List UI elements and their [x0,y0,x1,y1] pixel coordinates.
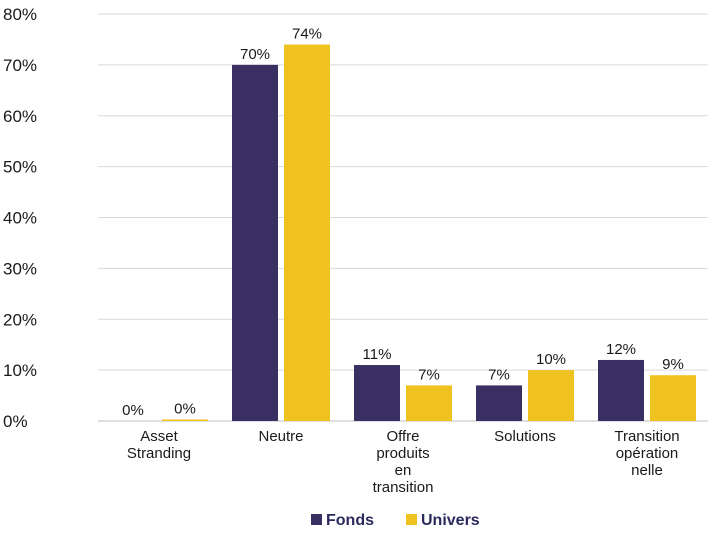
data-label: 70% [240,46,270,63]
bar-univers-1 [284,44,330,422]
y-tick-label: 20% [3,310,37,329]
y-tick-label: 60% [3,107,37,126]
legend: Fonds Univers [311,512,480,529]
category-label: Solutions [494,428,556,445]
data-label: 7% [488,366,510,383]
legend-label-fonds: Fonds [326,512,374,529]
y-tick-label: 40% [3,209,37,228]
bar-fonds-2 [354,365,400,421]
legend-label-univers: Univers [421,512,480,529]
category-label: Stranding [127,445,191,462]
y-tick-label: 80% [3,5,37,24]
data-label: 0% [122,402,144,419]
bar-fonds-4 [598,359,644,421]
data-label: 11% [363,346,392,363]
y-tick-label: 70% [3,56,37,75]
data-label: 0% [174,400,196,417]
y-tick-label: 0% [3,412,28,431]
data-labels: 0% 0% 70% 74% 11% 7% 7% 10% 12% 9% [122,26,684,419]
data-label: 74% [292,26,322,43]
bar-univers-3 [528,370,574,421]
bar-fonds-1 [232,64,278,421]
bar-univers-0 [162,419,208,421]
y-axis-tick-labels: 0% 10% 20% 30% 40% 50% 60% 70% 80% [3,5,37,431]
bar-univers-4 [650,375,696,421]
y-tick-label: 30% [3,259,37,278]
category-label: Asset [140,428,178,445]
bar-fonds-3 [476,385,522,421]
y-tick-label: 10% [3,361,37,380]
bar-univers-2 [406,385,452,421]
category-label: Neutre [258,428,303,445]
category-label: produits [376,445,429,462]
data-label: 12% [606,341,636,358]
category-label: Offre [386,428,419,445]
category-label: nelle [631,462,663,479]
data-label: 7% [418,366,440,383]
category-label: Transition [614,428,679,445]
bars [162,44,696,422]
category-label: transition [373,479,434,496]
legend-swatch-univers [406,514,417,525]
category-label: opération [616,445,679,462]
grid-lines [98,13,708,422]
data-label: 10% [536,351,566,368]
y-tick-label: 50% [3,158,37,177]
legend-swatch-fonds [311,514,322,525]
category-label: en [395,462,412,479]
data-label: 9% [662,356,684,373]
